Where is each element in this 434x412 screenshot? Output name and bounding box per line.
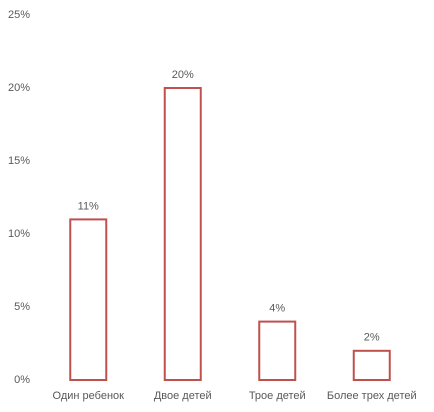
y-tick-label: 20% xyxy=(8,82,30,94)
x-tick-label: Один ребенок xyxy=(53,390,125,402)
y-tick-label: 25% xyxy=(8,9,30,21)
bar xyxy=(352,349,391,381)
y-tick-label: 0% xyxy=(14,374,30,386)
y-tick-label: 10% xyxy=(8,228,30,240)
x-tick-label: Двое детей xyxy=(154,390,212,402)
bar xyxy=(69,218,108,381)
data-label: 20% xyxy=(172,69,194,81)
data-label: 4% xyxy=(269,303,285,315)
bar xyxy=(258,320,297,382)
data-label: 2% xyxy=(364,332,380,344)
x-tick-label: Более трех детей xyxy=(327,390,417,402)
bar xyxy=(163,87,202,381)
y-tick-label: 15% xyxy=(8,155,30,167)
x-tick-label: Трое детей xyxy=(249,390,306,402)
y-tick-label: 5% xyxy=(14,301,30,313)
data-label: 11% xyxy=(78,200,99,212)
